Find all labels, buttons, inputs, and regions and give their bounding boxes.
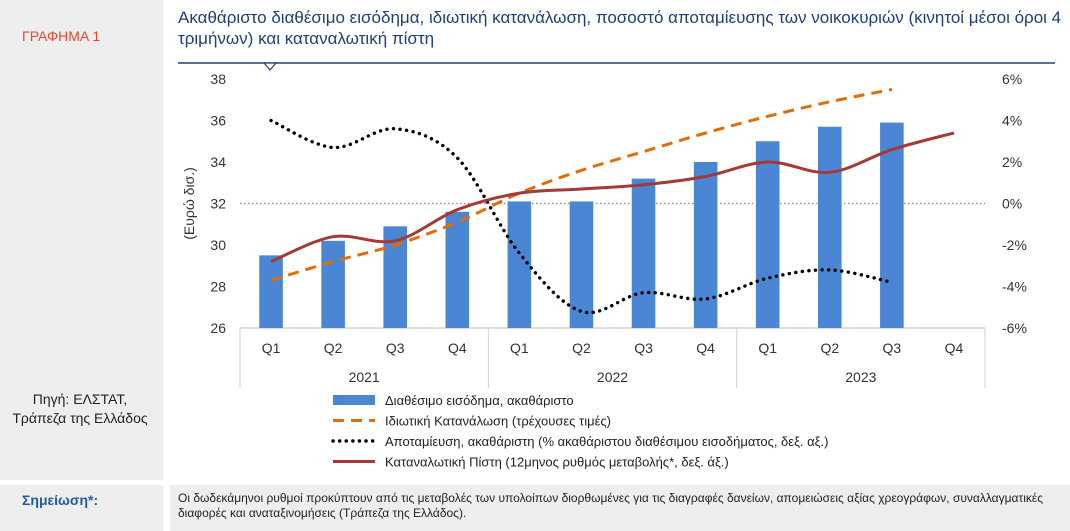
x-tick-label: Q2 xyxy=(820,340,839,356)
x-tick-label: Q3 xyxy=(634,340,653,356)
income-bar xyxy=(755,141,780,328)
y2-tick-label: -2% xyxy=(1002,237,1027,253)
consumption-line xyxy=(270,87,893,282)
legend-label: Διαθέσιμο εισόδημα, ακαθάριστο xyxy=(385,393,574,408)
y-tick-label: 36 xyxy=(210,113,226,129)
note-text-panel xyxy=(170,485,1070,531)
income-bar xyxy=(880,122,904,328)
source-text: Πηγή: ΕΛΣΤΑΤ, Τράπεζα της Ελλάδος xyxy=(12,391,148,426)
x-tick-label: Q1 xyxy=(262,340,281,356)
y-tick-label: 38 xyxy=(210,71,226,87)
income-bar xyxy=(631,178,656,328)
x-tick-label: Q3 xyxy=(883,340,902,356)
legend-label: Αποταμίευση, ακαθάριστη (% ακαθάριστου δ… xyxy=(385,434,828,449)
x-year-label: 2023 xyxy=(845,369,876,385)
note-label-panel xyxy=(0,485,163,531)
y2-tick-label: 4% xyxy=(1002,113,1022,129)
x-tick-label: Q4 xyxy=(945,340,964,356)
income-bar xyxy=(321,240,345,328)
y2-tick-label: 2% xyxy=(1002,154,1022,170)
left-panel xyxy=(0,0,163,480)
legend-label: Καταναλωτική Πίστη (12μηνος ρυθμός μεταβ… xyxy=(385,455,729,470)
income-bar xyxy=(507,201,532,328)
income-bar xyxy=(445,211,470,328)
y-tick-label: 26 xyxy=(210,320,226,336)
x-tick-label: Q4 xyxy=(448,340,467,356)
figure-label: ΓΡΑΦΗΜΑ 1 xyxy=(22,28,101,44)
legend-label: Ιδιωτική Κατανάλωση (τρέχουσες τιμές) xyxy=(385,414,611,429)
x-tick-label: Q3 xyxy=(386,340,405,356)
y-tick-label: 30 xyxy=(210,237,226,253)
legend-swatch-bars xyxy=(333,395,375,405)
x-tick-label: Q4 xyxy=(696,340,715,356)
x-tick-label: Q1 xyxy=(758,340,777,356)
y-tick-label: 32 xyxy=(210,196,226,212)
income-bar xyxy=(569,201,594,328)
consumer-credit-line xyxy=(270,131,955,263)
y2-tick-label: -4% xyxy=(1002,279,1027,295)
title-rule-notch xyxy=(262,62,278,71)
income-bar xyxy=(259,255,283,328)
note-label: Σημείωση*: xyxy=(22,492,99,508)
x-year-label: 2021 xyxy=(349,369,380,385)
x-tick-label: Q2 xyxy=(324,340,343,356)
y2-tick-label: 0% xyxy=(1002,196,1022,212)
x-year-label: 2022 xyxy=(597,369,628,385)
y-tick-label: 34 xyxy=(210,154,226,170)
income-bar xyxy=(817,126,842,328)
y-tick-label: 28 xyxy=(210,279,226,295)
x-tick-label: Q1 xyxy=(510,340,529,356)
y-axis-label: (Ευρώ δισ.) xyxy=(181,167,197,240)
chart: 26 28 30 32 34 36 38 -6% -4% -2% 0% 2% 4% 6% (Ευρώ δισ… xyxy=(178,62,1055,470)
x-tick-label: Q2 xyxy=(572,340,591,356)
y2-tick-label: 6% xyxy=(1002,71,1022,87)
income-bar xyxy=(383,226,408,328)
note-text: Οι δωδεκάμηνοι ρυθμοί προκύπτουν από τις… xyxy=(178,491,1043,520)
income-bar xyxy=(693,162,718,328)
savings-line xyxy=(269,118,894,315)
chart-title: Ακαθάριστο διαθέσιμο εισόδημα, ιδιωτική … xyxy=(178,8,1062,48)
y2-tick-label: -6% xyxy=(1002,320,1027,336)
